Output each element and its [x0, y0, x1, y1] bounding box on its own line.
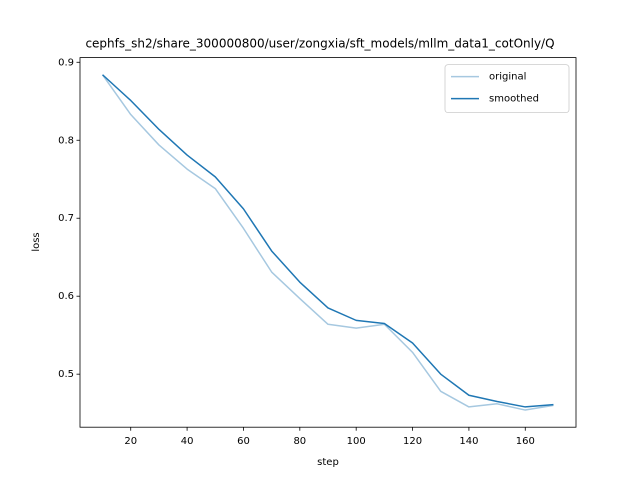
x-tick-label: 160	[516, 436, 535, 447]
series-line	[101, 74, 554, 411]
plot-frame	[79, 57, 577, 428]
y-tick-label: 0.9	[58, 57, 74, 68]
x-tick-label: 40	[181, 436, 194, 447]
x-tick-label: 100	[347, 436, 366, 447]
x-tick-label: 60	[237, 436, 250, 447]
legend-label: smoothed	[489, 94, 539, 105]
chart-title: cephfs_sh2/share_300000800/user/zongxia/…	[85, 37, 554, 51]
y-tick-label: 0.7	[58, 213, 74, 224]
legend-label: original	[489, 72, 526, 83]
x-tick-label: 20	[124, 436, 137, 447]
x-tick-label: 140	[459, 436, 478, 447]
series-line	[102, 74, 554, 408]
x-axis-label: step	[317, 457, 339, 468]
x-tick-label: 80	[293, 436, 306, 447]
y-tick-label: 0.6	[58, 291, 74, 302]
y-axis-label: loss	[31, 232, 42, 251]
y-tick-label: 0.8	[58, 135, 74, 146]
x-tick-label: 120	[403, 436, 422, 447]
y-tick-label: 0.5	[58, 369, 74, 380]
